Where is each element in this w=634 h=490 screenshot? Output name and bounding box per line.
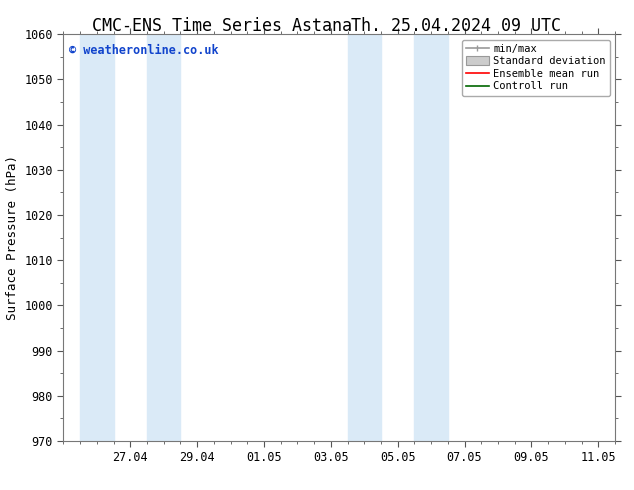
Legend: min/max, Standard deviation, Ensemble mean run, Controll run: min/max, Standard deviation, Ensemble me… bbox=[462, 40, 610, 96]
Text: CMC-ENS Time Series Astana: CMC-ENS Time Series Astana bbox=[92, 17, 352, 35]
Bar bbox=[147, 34, 181, 441]
Y-axis label: Surface Pressure (hPa): Surface Pressure (hPa) bbox=[6, 155, 19, 320]
Bar bbox=[415, 34, 448, 441]
Text: Th. 25.04.2024 09 UTC: Th. 25.04.2024 09 UTC bbox=[351, 17, 562, 35]
Text: © weatheronline.co.uk: © weatheronline.co.uk bbox=[69, 45, 219, 57]
Bar bbox=[80, 34, 113, 441]
Bar bbox=[347, 34, 381, 441]
